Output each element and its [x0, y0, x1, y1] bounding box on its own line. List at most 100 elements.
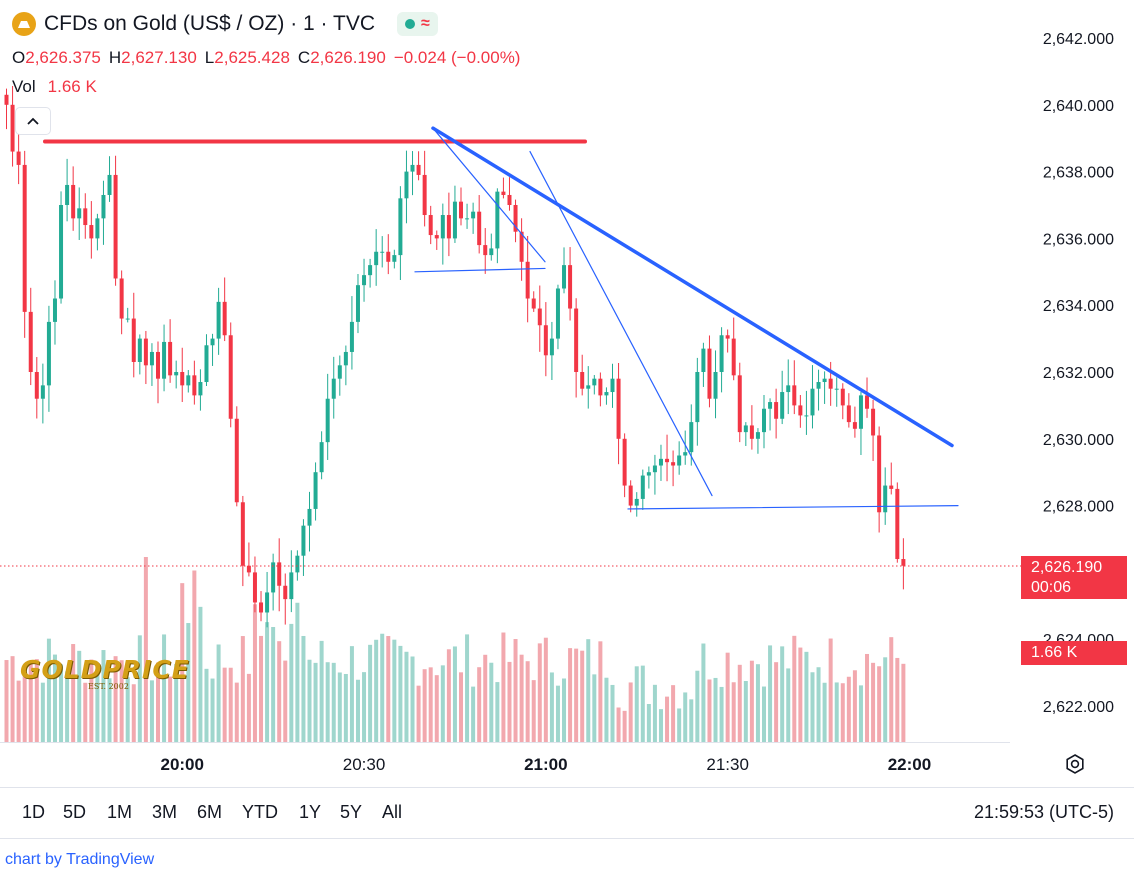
volume-bar	[307, 659, 312, 742]
candle-body	[143, 338, 148, 366]
time-range-bar: 1D 5D 1M 3M 6M YTD 1Y 5Y All 21:59:53 (U…	[0, 787, 1134, 838]
volume-bar	[210, 678, 215, 742]
volume-bar	[156, 662, 160, 742]
wedge-upper-line	[432, 127, 546, 263]
volume-bar	[537, 643, 542, 742]
range-1m-button[interactable]: 1M	[107, 802, 133, 822]
volume-bar	[652, 684, 657, 742]
range-3m-button[interactable]: 3M	[152, 802, 178, 822]
candle-body	[774, 402, 779, 419]
volume-bar	[459, 672, 463, 742]
volume-bar	[95, 674, 100, 742]
high-value: 2,627.130	[121, 48, 197, 67]
volume-bar	[71, 644, 76, 742]
candle-body	[228, 335, 233, 419]
candle-body	[816, 382, 821, 389]
candle-body	[398, 198, 403, 256]
volume-bar	[543, 637, 548, 742]
x-axis-tick-label: 20:30	[343, 755, 386, 774]
clock-timezone[interactable]: 21:59:53 (UTC-5)	[973, 802, 1114, 822]
candle-body	[640, 475, 645, 499]
close-key: C	[297, 48, 311, 67]
candle-body	[852, 422, 857, 429]
tradingview-attribution-link[interactable]: chart by TradingView	[5, 851, 155, 868]
candle-body	[246, 565, 251, 573]
candle-body	[355, 285, 360, 322]
candle-body	[4, 94, 9, 105]
range-all-button[interactable]: All	[382, 802, 403, 822]
candle-body	[889, 485, 894, 489]
open-value: 2,626.375	[25, 48, 101, 67]
candle-body	[34, 372, 39, 399]
candle-body	[634, 498, 639, 506]
collapse-legend-button[interactable]	[15, 107, 51, 135]
volume-bar	[434, 675, 439, 742]
symbol-title-row[interactable]: CFDs on Gold (US$ / OZ) · 1 · TVC ≈	[12, 12, 438, 36]
candle-body	[677, 455, 682, 466]
settings-gear-icon[interactable]	[1064, 753, 1086, 775]
volume-bar	[774, 662, 779, 742]
candle-body	[289, 572, 294, 600]
candle-body	[331, 378, 336, 399]
y-axis-tick-label: 2,634.000	[1043, 298, 1114, 315]
range-5y-button[interactable]: 5Y	[340, 802, 363, 822]
range-ytd-button[interactable]: YTD	[242, 802, 278, 822]
data-delay-icon: ≈	[421, 15, 430, 32]
volume-bar	[386, 636, 391, 742]
volume-bar	[168, 676, 173, 742]
volume-bar	[252, 604, 257, 742]
volume-bar	[828, 638, 833, 742]
candle-body	[204, 345, 209, 383]
high-key: H	[108, 48, 122, 67]
volume-bar	[234, 682, 239, 742]
market-status-pill[interactable]: ≈	[397, 12, 438, 36]
range-5d-button[interactable]: 5D	[63, 802, 87, 822]
volume-bar	[877, 666, 882, 742]
volume-bar	[222, 667, 227, 742]
volume-bar	[28, 662, 33, 742]
range-1y-button[interactable]: 1Y	[299, 802, 322, 822]
candle-body	[501, 191, 506, 195]
range-6m-button[interactable]: 6M	[197, 802, 223, 822]
candle-body	[404, 171, 409, 199]
candle-body	[858, 395, 863, 429]
volume-bar	[101, 650, 106, 742]
candle-body	[459, 201, 463, 219]
volume-bar	[555, 685, 560, 742]
volume-bar	[265, 622, 270, 742]
candle-body	[362, 275, 367, 286]
volume-bar	[283, 660, 288, 742]
y-axis-tick-label: 2,642.000	[1043, 31, 1114, 48]
candle-body	[683, 452, 688, 456]
candle-body	[755, 432, 760, 439]
candle-body	[162, 341, 167, 379]
volume-bar	[46, 638, 51, 742]
volume-bar	[634, 666, 639, 742]
candle-body	[525, 261, 530, 299]
wedge-lower-line	[414, 267, 546, 273]
footer: chart by TradingView	[0, 838, 1134, 874]
candle-body	[743, 425, 748, 433]
volume-value: 1.66 K	[47, 77, 97, 96]
volume-bar	[192, 570, 197, 742]
candle-body	[792, 385, 797, 406]
volume-bar	[568, 648, 573, 742]
candle-body	[658, 458, 663, 466]
volume-bar	[59, 664, 64, 742]
candlestick-chart[interactable]: 2,642.000 2,640.000 2,638.000 2,636.000 2,63…	[0, 0, 1134, 790]
volume-bar	[598, 641, 603, 742]
candle-body	[616, 378, 621, 439]
volume-bar	[901, 663, 906, 742]
candle-body	[871, 408, 876, 436]
volume-bar	[586, 639, 591, 742]
candle-body	[149, 351, 154, 366]
last-price-value: 2,626.190	[1031, 559, 1103, 576]
range-1d-button[interactable]: 1D	[22, 802, 46, 822]
volume-bar	[610, 684, 615, 742]
volume-bar	[665, 696, 670, 742]
volume-bar	[725, 652, 730, 742]
candle-body	[386, 251, 391, 262]
candle-body	[446, 215, 451, 239]
volume-bar	[143, 557, 148, 742]
y-axis-tick-label: 2,628.000	[1043, 499, 1114, 516]
